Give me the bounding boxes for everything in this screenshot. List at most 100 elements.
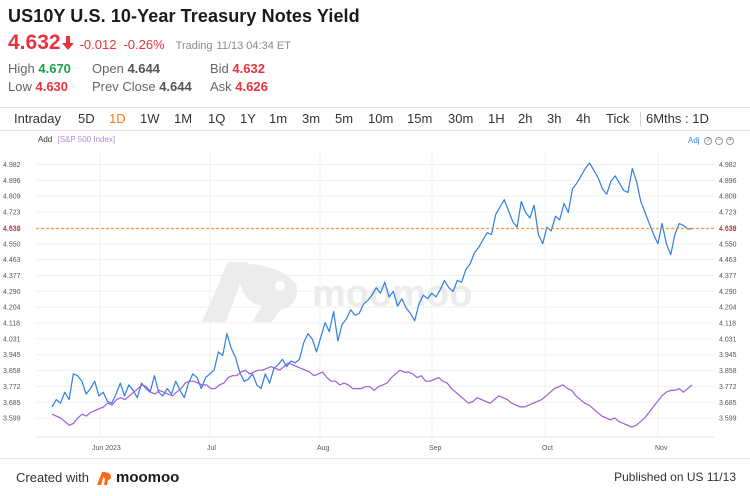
y-tick-label-right: 4.377 <box>719 273 737 280</box>
change-value: -0.012 <box>79 37 117 52</box>
y-tick-label-left: 4.723 <box>3 210 21 217</box>
x-tick-label: Sep <box>429 445 442 452</box>
add-compare-button[interactable]: Add <box>38 135 53 144</box>
quote-timestamp: 11/13 04:34 ET <box>216 40 291 52</box>
y-tick-label-right: 4.463 <box>719 257 737 264</box>
tab-tick[interactable]: Tick <box>606 111 630 126</box>
price-marker-right: 4.632 <box>719 226 737 233</box>
y-tick-label-right: 3.945 <box>719 352 737 359</box>
chart-header: Add [S&P 500 Index] <box>38 135 115 144</box>
adjust-toggle[interactable]: Adj <box>688 136 700 145</box>
tab-2h[interactable]: 2h <box>518 111 533 126</box>
stat-label: Open <box>92 61 124 76</box>
y-axis-right: 4.982 4.896 4.809 4.723 4.636 4.550 4.463 4.377… <box>719 162 737 423</box>
stats-col-2: Open 4.644 Prev Close 4.644 <box>92 60 192 96</box>
published-date: Published on US 11/13 <box>614 470 736 484</box>
tab-10m[interactable]: 10m <box>368 111 394 126</box>
y-tick-label-left: 4.377 <box>3 273 21 280</box>
x-tick-label: Jun 2023 <box>92 445 121 452</box>
help-icon[interactable]: ? <box>704 137 712 145</box>
y-tick-label-right: 4.636 <box>719 225 737 232</box>
y-tick-label-right: 3.772 <box>719 384 737 391</box>
stat-label: High <box>8 61 35 76</box>
y-tick-label-right: 4.723 <box>719 210 737 217</box>
y-tick-label-right: 4.550 <box>719 241 737 248</box>
tab-1w[interactable]: 1W <box>140 111 160 126</box>
x-axis: Jun 2023 Jul Aug Sep Oct Nov <box>92 445 668 452</box>
tab-5d[interactable]: 5D <box>78 111 95 126</box>
tab-period-selector[interactable]: 6Mths : 1D <box>646 111 709 126</box>
price-row: 4.632 -0.012 -0.26% Trading 11/13 04:34 E… <box>8 31 295 55</box>
moomoo-logo-icon <box>96 471 111 485</box>
x-tick-label: Jul <box>207 445 216 452</box>
timeframe-tabs: Intraday 5D 1D 1W 1M 1Q 1Y 1m 3m 5m 10m … <box>0 107 750 131</box>
stat-low: Low 4.630 <box>8 78 71 96</box>
tab-1y[interactable]: 1Y <box>240 111 256 126</box>
watermark-text: moomoo <box>312 273 472 315</box>
created-with: Created with moomoo <box>16 469 179 486</box>
change-percent: -0.26% <box>123 37 165 52</box>
stat-low-value: 4.630 <box>35 79 69 94</box>
stat-ask: Ask 4.626 <box>210 78 268 96</box>
last-price-line: 4.632 4.632 <box>3 226 737 233</box>
y-tick-label-left: 4.204 <box>3 305 21 312</box>
y-tick-label-left: 4.982 <box>3 162 21 169</box>
y-tick-label-right: 4.982 <box>719 162 737 169</box>
stat-open: Open 4.644 <box>92 60 192 78</box>
compare-index-label[interactable]: [S&P 500 Index] <box>57 135 116 144</box>
stat-prev-close: Prev Close 4.644 <box>92 78 192 96</box>
arrow-down-icon <box>61 36 74 50</box>
y-tick-label-left: 4.031 <box>3 336 21 343</box>
tab-30m[interactable]: 30m <box>448 111 474 126</box>
series-line-yield <box>51 162 693 408</box>
last-price: 4.632 <box>8 31 61 54</box>
y-tick-label-right: 3.685 <box>719 400 737 407</box>
stat-high-value: 4.670 <box>38 61 71 76</box>
y-tick-label-left: 4.809 <box>3 194 21 201</box>
stat-ask-value: 4.626 <box>235 79 268 94</box>
stat-prev-close-value: 4.644 <box>159 79 192 94</box>
y-tick-label-right: 4.118 <box>719 321 736 328</box>
series-line-compare <box>51 362 693 428</box>
y-tick-label-left: 3.599 <box>3 416 21 423</box>
y-tick-label-left: 4.636 <box>3 225 21 232</box>
tab-3m[interactable]: 3m <box>302 111 321 126</box>
tab-4h[interactable]: 4h <box>576 111 591 126</box>
y-tick-label-left: 3.858 <box>3 368 21 375</box>
tab-1h[interactable]: 1H <box>488 111 505 126</box>
zoom-in-icon[interactable]: + <box>726 137 734 145</box>
tab-3h[interactable]: 3h <box>547 111 562 126</box>
zoom-out-icon[interactable]: − <box>715 137 723 145</box>
stat-bid: Bid 4.632 <box>210 60 268 78</box>
stats-col-1: High 4.670 Low 4.630 <box>8 60 71 96</box>
tab-divider <box>640 112 641 126</box>
y-tick-label-left: 3.772 <box>3 384 21 391</box>
tab-intraday[interactable]: Intraday <box>14 111 61 126</box>
tab-5m[interactable]: 5m <box>335 111 354 126</box>
y-tick-label-left: 4.290 <box>3 289 21 296</box>
y-tick-label-left: 4.118 <box>3 321 20 328</box>
watermark: moomoo <box>202 262 472 322</box>
y-tick-label-right: 4.031 <box>719 336 737 343</box>
moomoo-watermark-logo <box>202 262 298 322</box>
chart-grid <box>36 150 714 438</box>
stats-col-3: Bid 4.632 Ask 4.626 <box>210 60 268 96</box>
chart-series <box>51 162 693 428</box>
x-tick-label: Oct <box>542 445 553 452</box>
trading-status: Trading <box>175 40 213 52</box>
stat-label: Low <box>8 79 32 94</box>
yield-chart[interactable]: moomoo 4.982 4.896 4.809 4.723 4.636 4.550 4.4… <box>0 0 750 458</box>
tab-1d[interactable]: 1D <box>109 111 126 126</box>
market-status: Trading 11/13 04:34 ET <box>176 40 295 52</box>
tab-15m[interactable]: 15m <box>407 111 433 126</box>
stat-bid-value: 4.632 <box>232 61 265 76</box>
y-tick-label-right: 3.599 <box>719 416 737 423</box>
y-tick-label-right: 4.809 <box>719 194 737 201</box>
tab-1q[interactable]: 1Q <box>208 111 226 126</box>
tab-1m-month[interactable]: 1M <box>174 111 193 126</box>
stat-label: Prev Close <box>92 79 156 94</box>
stat-label: Bid <box>210 61 229 76</box>
stat-open-value: 4.644 <box>127 61 160 76</box>
tab-1m-minute[interactable]: 1m <box>269 111 288 126</box>
x-tick-label: Aug <box>317 445 330 452</box>
